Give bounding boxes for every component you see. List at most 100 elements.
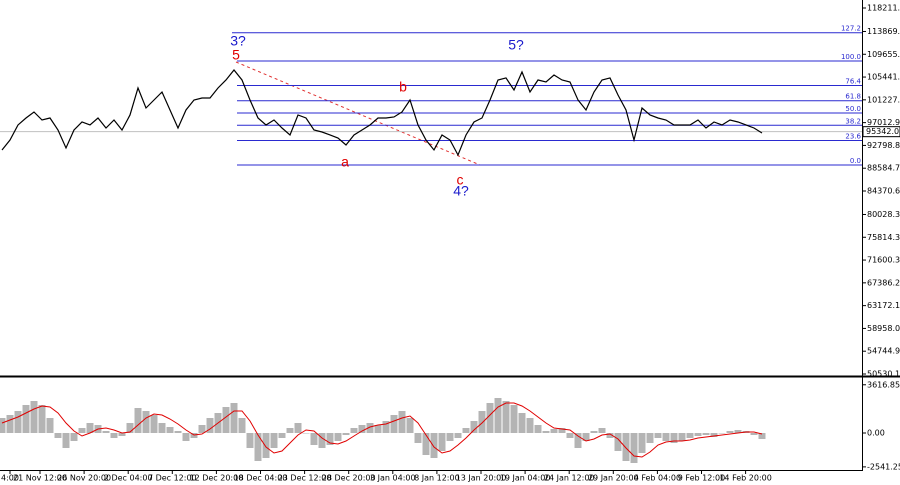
x-tick-label: 9 Feb 12:00 [678, 474, 725, 483]
y-tick-label: -2541.25 [867, 462, 900, 471]
histogram-bar [278, 433, 286, 438]
histogram-bar [582, 433, 590, 441]
histogram-bar [134, 408, 142, 433]
histogram-bar [702, 433, 710, 435]
histogram-bar [654, 433, 662, 438]
fib-label: 76.4 [845, 78, 861, 86]
y-tick-label: 75814.39 [867, 233, 900, 242]
histogram-bar [102, 431, 110, 433]
histogram-bar [62, 433, 70, 448]
histogram-bar [14, 411, 22, 433]
fib-label: 100.0 [841, 53, 861, 61]
x-tick-label: 13 Jan 20:00 [456, 474, 507, 483]
histogram-bar [470, 421, 478, 433]
histogram-bar [262, 433, 270, 458]
last-price-box [862, 126, 900, 138]
y-tick-label: 118211.19 [867, 3, 900, 12]
histogram-bar [414, 433, 422, 443]
wave-label: 5 [232, 47, 240, 63]
histogram-bar [550, 429, 558, 433]
histogram-bar [382, 421, 390, 433]
histogram-bar [614, 433, 622, 451]
wave-label: c [457, 172, 464, 188]
histogram-bar [254, 433, 262, 461]
y-tick-label: 101227.09 [867, 95, 900, 104]
wave-label: a [341, 154, 349, 170]
histogram-bar [750, 433, 758, 435]
histogram-bar [46, 418, 54, 433]
x-tick-label: 7 Dec 12:00 [148, 474, 197, 483]
histogram-bar [310, 433, 318, 445]
histogram-bar [486, 403, 494, 433]
histogram-bar [518, 413, 526, 433]
histogram-bar [142, 411, 150, 433]
histogram-bar [150, 415, 158, 433]
fib-label: 61.8 [845, 93, 861, 101]
histogram-bar [246, 433, 254, 448]
x-tick-label: 2 Dec 04:00 [104, 474, 153, 483]
histogram-bar [534, 425, 542, 433]
histogram-bar [166, 427, 174, 433]
y-tick-label: 105441.15 [867, 73, 900, 82]
x-tick-label: 14 Feb 20:00 [719, 474, 771, 483]
histogram-bar [342, 433, 350, 435]
histogram-bar [78, 428, 86, 433]
histogram-bar [502, 401, 510, 433]
x-tick-label: 21 Nov 12:00 [13, 474, 67, 483]
histogram-bar [398, 411, 406, 433]
histogram-bar [670, 433, 678, 443]
histogram-bar [86, 423, 94, 433]
y-tick-label: 88584.79 [867, 164, 900, 173]
signal-line [1, 402, 763, 458]
x-tick-label: 4:00 [1, 474, 19, 483]
histogram-bar [110, 433, 118, 438]
histogram-bar [294, 423, 302, 433]
x-tick-label: 26 Nov 20:00 [57, 474, 111, 483]
last-price-label: 95342.02 [866, 127, 900, 136]
histogram-bar [334, 433, 342, 441]
histogram-bar [678, 433, 686, 441]
histogram-bar [542, 431, 550, 433]
histogram-bar [598, 428, 606, 433]
histogram-bar [358, 425, 366, 433]
histogram-bar [590, 431, 598, 433]
trend-line [235, 61, 481, 166]
histogram-bar [630, 433, 638, 463]
y-tick-label: 80028.39 [867, 210, 900, 219]
x-tick-label: 24 Jan 12:00 [544, 474, 595, 483]
histogram-bar [158, 423, 166, 433]
histogram-bar [222, 407, 230, 433]
y-tick-label: 0.00 [867, 429, 885, 438]
wave-label: 3? [230, 33, 246, 49]
price-line [1, 69, 763, 157]
y-tick-label: 67386.29 [867, 278, 900, 287]
histogram-bar [526, 418, 534, 433]
histogram-bar [0, 418, 6, 433]
fib-label: 50.0 [845, 105, 861, 113]
y-tick-label: 97012.99 [867, 118, 900, 127]
histogram-bar [646, 433, 654, 443]
histogram-bar [198, 425, 206, 433]
histogram-bar [430, 433, 438, 458]
y-tick-label: 50530.19 [867, 369, 900, 378]
histogram-bar [622, 433, 630, 461]
histogram-bar [206, 418, 214, 433]
fib-label: 0.0 [850, 157, 861, 165]
histogram-bar [6, 415, 14, 433]
histogram-bar [406, 418, 414, 433]
histogram-bar [494, 398, 502, 433]
wave-label: 4? [453, 183, 469, 199]
y-tick-label: 109655.29 [867, 50, 900, 59]
histogram-bar [606, 433, 614, 438]
histogram-bar [758, 433, 766, 439]
histogram-bar [54, 433, 62, 438]
y-tick-label: 84370.69 [867, 186, 900, 195]
histogram-bar [230, 403, 238, 433]
histogram-bar [662, 433, 670, 441]
histogram-bar [70, 433, 78, 441]
histogram-bar [390, 415, 398, 433]
x-tick-label: 3 Jan 04:00 [370, 474, 416, 483]
